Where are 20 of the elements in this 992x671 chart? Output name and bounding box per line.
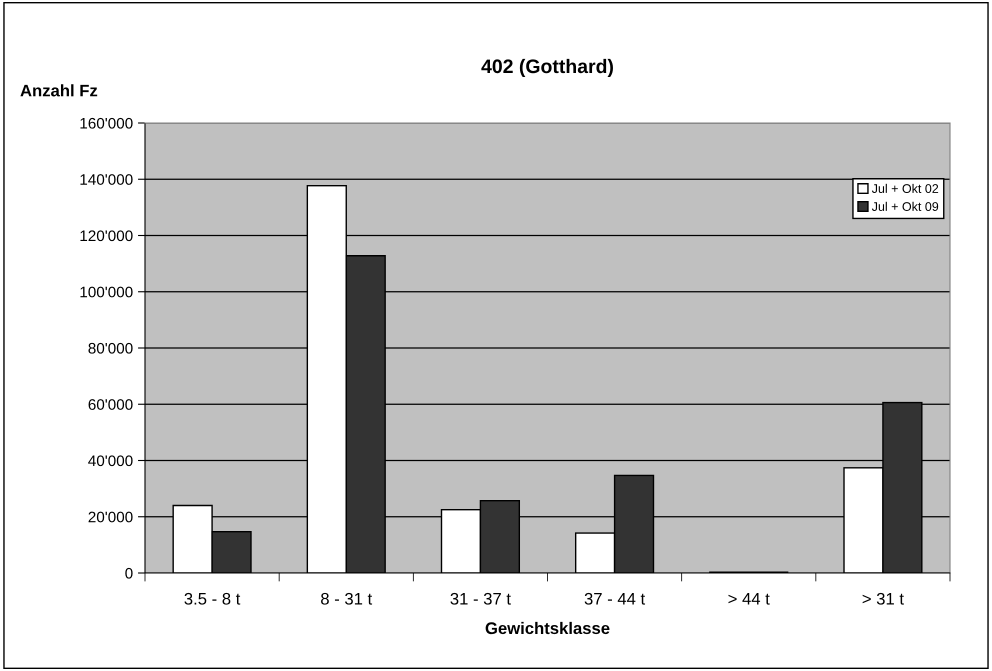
x-axis-title: Gewichtsklasse <box>486 622 610 634</box>
y-tick-label: 40'000 <box>88 455 133 466</box>
x-tick-label: 8 - 31 t <box>321 592 372 605</box>
y-tick-label: 160'000 <box>80 118 133 129</box>
x-tick-label: 31 - 37 t <box>450 592 511 605</box>
y-tick-label: 80'000 <box>88 342 133 354</box>
y-tick-label: 60'000 <box>88 399 133 410</box>
x-tick-label: 37 - 44 t <box>584 592 646 605</box>
y-tick-label: 0 <box>125 568 133 579</box>
x-tick-label: 3.5 - 8 t <box>184 592 240 605</box>
legend-label: Jul + Okt 09 <box>872 202 938 211</box>
y-tick-label: 120'000 <box>80 230 133 242</box>
chart-title: 402 (Gotthard) <box>481 58 613 78</box>
y-axis-title: Anzahl Fz <box>20 84 98 96</box>
legend-label: Jul + Okt 02 <box>872 184 938 193</box>
x-tick-label: > 31 t <box>862 592 904 605</box>
y-tick-label: 100'000 <box>80 286 133 298</box>
y-tick-label: 20'000 <box>88 512 133 522</box>
x-tick-label: > 44 t <box>728 593 770 605</box>
y-tick-label: 140'000 <box>80 174 133 185</box>
